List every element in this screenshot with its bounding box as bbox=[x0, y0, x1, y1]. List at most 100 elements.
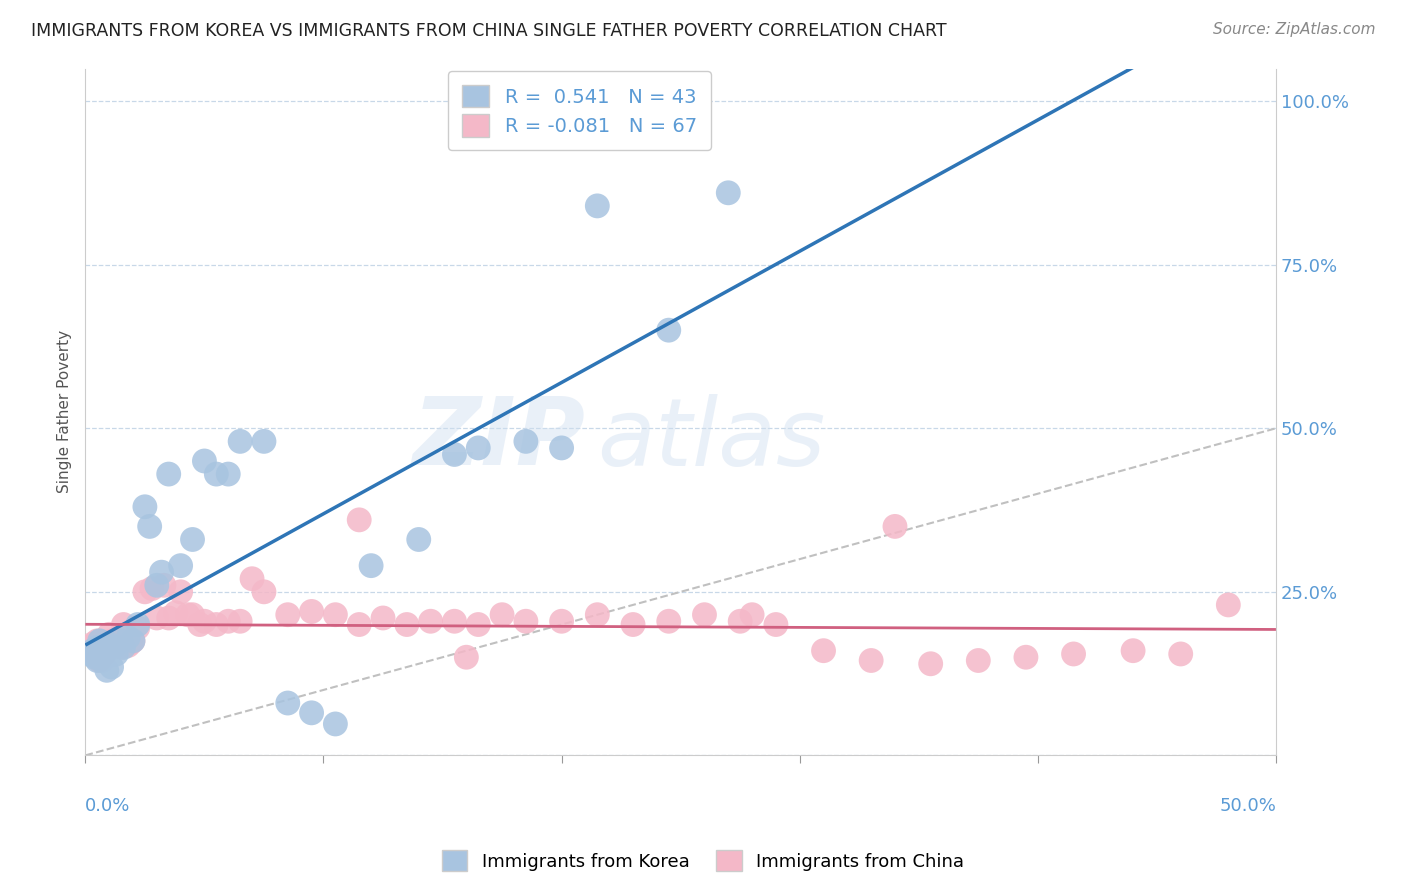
Text: 50.0%: 50.0% bbox=[1219, 797, 1277, 814]
Point bbox=[103, 639, 125, 653]
Point bbox=[277, 696, 299, 710]
Point bbox=[347, 617, 370, 632]
Text: ZIP: ZIP bbox=[412, 393, 585, 485]
Point bbox=[146, 578, 169, 592]
Point bbox=[467, 617, 489, 632]
Point bbox=[347, 513, 370, 527]
Point bbox=[91, 643, 114, 657]
Point bbox=[100, 660, 122, 674]
Point bbox=[253, 584, 276, 599]
Point bbox=[217, 614, 239, 628]
Point bbox=[193, 614, 215, 628]
Point bbox=[112, 640, 135, 655]
Point bbox=[122, 633, 145, 648]
Point bbox=[105, 633, 128, 648]
Point bbox=[150, 565, 173, 579]
Point bbox=[115, 629, 138, 643]
Point bbox=[89, 653, 111, 667]
Point bbox=[813, 643, 835, 657]
Point bbox=[408, 533, 430, 547]
Point bbox=[165, 606, 187, 620]
Point bbox=[765, 617, 787, 632]
Point bbox=[884, 519, 907, 533]
Point bbox=[360, 558, 382, 573]
Text: IMMIGRANTS FROM KOREA VS IMMIGRANTS FROM CHINA SINGLE FATHER POVERTY CORRELATION: IMMIGRANTS FROM KOREA VS IMMIGRANTS FROM… bbox=[31, 22, 946, 40]
Point bbox=[717, 186, 740, 200]
Point bbox=[1063, 647, 1085, 661]
Point bbox=[658, 323, 681, 337]
Point bbox=[240, 572, 263, 586]
Point bbox=[217, 467, 239, 481]
Point bbox=[103, 640, 125, 655]
Point bbox=[205, 467, 228, 481]
Point bbox=[120, 636, 142, 650]
Point bbox=[229, 614, 252, 628]
Point bbox=[96, 663, 118, 677]
Point bbox=[146, 611, 169, 625]
Point bbox=[93, 647, 115, 661]
Point bbox=[86, 643, 108, 657]
Point bbox=[325, 607, 347, 622]
Point bbox=[277, 607, 299, 622]
Legend: Immigrants from Korea, Immigrants from China: Immigrants from Korea, Immigrants from C… bbox=[434, 843, 972, 879]
Point bbox=[91, 640, 114, 655]
Point bbox=[112, 617, 135, 632]
Point bbox=[98, 637, 121, 651]
Point bbox=[110, 633, 132, 648]
Point bbox=[82, 643, 104, 657]
Point bbox=[157, 611, 180, 625]
Point bbox=[141, 582, 163, 596]
Point bbox=[177, 607, 200, 622]
Point bbox=[100, 633, 122, 648]
Point bbox=[586, 607, 609, 622]
Point bbox=[301, 706, 323, 720]
Point bbox=[117, 631, 139, 645]
Point bbox=[96, 637, 118, 651]
Point bbox=[301, 604, 323, 618]
Text: atlas: atlas bbox=[598, 394, 825, 485]
Point bbox=[443, 614, 465, 628]
Point bbox=[79, 647, 101, 661]
Point bbox=[419, 614, 441, 628]
Point bbox=[229, 434, 252, 449]
Point bbox=[127, 621, 149, 635]
Point bbox=[371, 611, 394, 625]
Point bbox=[456, 650, 478, 665]
Point bbox=[741, 607, 763, 622]
Text: Source: ZipAtlas.com: Source: ZipAtlas.com bbox=[1212, 22, 1375, 37]
Point bbox=[82, 637, 104, 651]
Point bbox=[550, 441, 572, 455]
Point bbox=[169, 558, 191, 573]
Point bbox=[1170, 647, 1192, 661]
Point bbox=[181, 533, 204, 547]
Point bbox=[134, 500, 156, 514]
Point bbox=[395, 617, 418, 632]
Point bbox=[658, 614, 681, 628]
Point bbox=[188, 617, 211, 632]
Point bbox=[467, 441, 489, 455]
Point bbox=[693, 607, 716, 622]
Point bbox=[1122, 643, 1144, 657]
Point bbox=[860, 653, 883, 667]
Point bbox=[98, 627, 121, 641]
Point bbox=[967, 653, 990, 667]
Point bbox=[153, 578, 176, 592]
Point bbox=[443, 447, 465, 461]
Point bbox=[86, 633, 108, 648]
Point bbox=[157, 467, 180, 481]
Point bbox=[515, 614, 537, 628]
Point bbox=[117, 639, 139, 653]
Point bbox=[86, 640, 108, 655]
Point bbox=[127, 617, 149, 632]
Point bbox=[920, 657, 942, 671]
Point bbox=[83, 647, 105, 661]
Legend: R =  0.541   N = 43, R = -0.081   N = 67: R = 0.541 N = 43, R = -0.081 N = 67 bbox=[449, 71, 710, 151]
Point bbox=[728, 614, 751, 628]
Point bbox=[205, 617, 228, 632]
Point bbox=[169, 584, 191, 599]
Point bbox=[110, 640, 132, 655]
Point bbox=[83, 650, 105, 665]
Point bbox=[515, 434, 537, 449]
Point bbox=[79, 640, 101, 655]
Point bbox=[621, 617, 644, 632]
